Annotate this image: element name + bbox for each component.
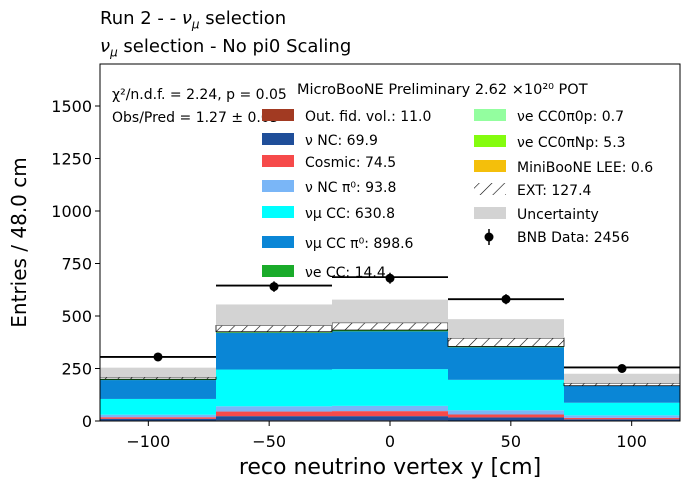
legend-swatch-uncertainty: [474, 207, 506, 219]
bar-segment-1-4: [564, 419, 680, 421]
x-axis-label: reco neutrino vertex y [cm]: [239, 455, 541, 480]
legend-label-0: Out. fid. vol.: 11.0: [305, 109, 431, 125]
bar-segment-10-2: [331, 322, 449, 331]
chart-title-line-2: νμ selection - No pi0 Scaling: [100, 36, 352, 60]
legend-label-3: ν NC π⁰: 93.8: [305, 180, 396, 196]
bar-segment-6-0: [100, 379, 216, 381]
bar-segment-2-2: [332, 411, 448, 417]
legend-swatch-9: [474, 160, 506, 172]
legend-swatch-7: [474, 109, 506, 121]
y-tick-label-3: 750: [61, 255, 92, 274]
y-axis-label: Entries / 48.0 cm: [7, 157, 31, 327]
stats-obs-pred: Obs/Pred = 1.27 ± 0.05: [112, 110, 279, 126]
bar-segment-2-1: [216, 411, 332, 417]
bar-segment-6-1: [216, 332, 332, 333]
y-tick-label-6: 1500: [51, 97, 92, 116]
bar-segment-5-3: [448, 347, 564, 380]
x-tick-label-2: 0: [385, 432, 395, 451]
uncertainty-band-4: [564, 373, 680, 384]
bar-segment-4-0: [100, 398, 216, 415]
bar-segment-6-2: [332, 330, 448, 332]
bar-segment-2-0: [100, 417, 216, 419]
bar-segment-5-4: [564, 385, 680, 403]
bar-segment-6-3: [448, 346, 564, 348]
bar-segment-4-1: [216, 369, 332, 407]
y-tick-label-4: 1000: [51, 202, 92, 221]
legend-swatch-4: [262, 206, 294, 218]
bar-segment-2-4: [564, 417, 680, 420]
legend-label-2: Cosmic: 74.5: [305, 155, 396, 171]
bar-segment-5-1: [216, 332, 332, 370]
bar-segment-10-0: [99, 376, 217, 380]
data-point-3: [501, 294, 511, 304]
data-point-2: [385, 273, 395, 283]
x-tick-label-4: 100: [616, 432, 647, 451]
bar-segment-4-2: [332, 369, 448, 406]
legend-swatch-0: [262, 109, 294, 121]
y-tick-label-1: 250: [61, 360, 92, 379]
x-tick-label-0: −100: [126, 432, 170, 451]
legend-label-data: BNB Data: 2456: [517, 230, 629, 246]
legend-swatch-8: [474, 135, 506, 147]
legend-swatch-1: [262, 133, 294, 145]
bar-segment-5-0: [100, 380, 216, 399]
y-tick-label-2: 500: [61, 307, 92, 326]
uncertainty-band-2: [332, 299, 448, 323]
legend-label-8: νe CC0πNp: 5.3: [517, 135, 626, 151]
legend-data-marker: [484, 232, 494, 242]
uncertainty-band-3: [448, 319, 564, 339]
legend-swatch-6: [262, 265, 294, 277]
x-tick-label-3: 50: [501, 432, 521, 451]
bar-segment-1-3: [448, 417, 564, 421]
bar-segment-4-4: [564, 402, 680, 416]
legend-label-4: νμ CC: 630.8: [305, 206, 395, 222]
bar-segment-1-1: [216, 416, 332, 421]
bar-segment-3-2: [332, 405, 448, 412]
bar-segment-3-4: [564, 415, 680, 418]
bar-segment-3-0: [100, 414, 216, 418]
legend-label-6: νe CC: 14.4: [305, 265, 386, 281]
y-tick-label-0: 0: [82, 412, 92, 431]
bar-segment-1-0: [100, 418, 216, 421]
legend-label-1: ν NC: 69.9: [305, 133, 378, 149]
data-point-4: [617, 364, 627, 373]
bar-segment-4-3: [448, 379, 564, 411]
uncertainty-band-0: [100, 367, 216, 378]
stats-chi2: χ²/n.d.f. = 2.24, p = 0.05: [112, 87, 287, 103]
bar-segment-10-3: [447, 337, 565, 347]
bar-segment-5-2: [332, 331, 448, 370]
legend-label-5: νμ CC π⁰: 898.6: [305, 236, 414, 252]
legend-swatch-10: [474, 183, 506, 195]
y-tick-label-5: 1250: [51, 150, 92, 169]
legend-swatch-2: [262, 155, 294, 167]
data-point-0: [153, 352, 163, 362]
x-tick-label-1: −50: [252, 432, 286, 451]
bar-segment-10-1: [215, 325, 333, 333]
legend-label-10: EXT: 127.4: [517, 183, 592, 199]
chart-title-line-1: Run 2 - - νμ selection: [100, 8, 287, 32]
legend-label-9: MiniBooNE LEE: 0.6: [517, 160, 653, 176]
data-point-1: [269, 282, 279, 292]
bar-segment-10-4: [563, 382, 681, 387]
legend-label-7: νe CC0π0p: 0.7: [517, 109, 624, 125]
legend-label-uncertainty: Uncertainty: [517, 207, 599, 223]
legend-swatch-3: [262, 180, 294, 192]
bar-segment-1-2: [332, 416, 448, 421]
bar-segment-2-3: [448, 414, 564, 418]
legend-header: MicroBooNE Preliminary 2.62 ×10²⁰ POT: [297, 82, 588, 98]
uncertainty-band-1: [216, 304, 332, 326]
bar-segment-3-3: [448, 410, 564, 415]
bar-segment-3-1: [216, 406, 332, 412]
legend-swatch-5: [262, 236, 294, 248]
